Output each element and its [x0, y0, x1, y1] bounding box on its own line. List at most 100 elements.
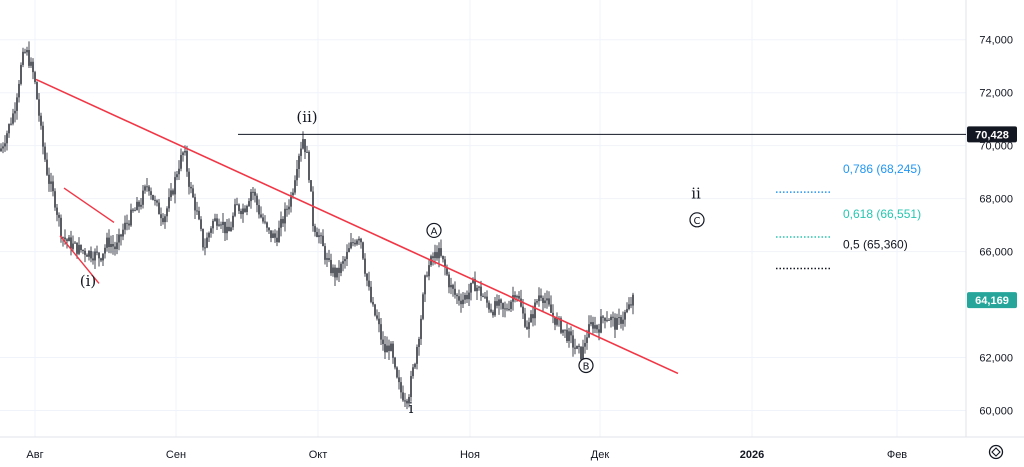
- candle-body: [130, 209, 132, 226]
- candle-body: [104, 247, 106, 254]
- candle-body: [272, 233, 274, 238]
- candle-body: [596, 325, 598, 330]
- descending-trendline[interactable]: [35, 78, 679, 375]
- candle-body: [586, 337, 588, 343]
- candle-body: [572, 335, 574, 348]
- candle-body: [420, 318, 422, 339]
- candle-body: [172, 190, 174, 195]
- candle-body: [452, 285, 454, 289]
- candle-body: [274, 233, 276, 238]
- candle-body: [262, 217, 264, 222]
- candle-body: [422, 294, 424, 319]
- candle-body: [424, 275, 426, 295]
- candle-body: [60, 217, 62, 238]
- candle-body: [184, 151, 186, 153]
- candle-body: [118, 234, 120, 243]
- candle-body: [226, 226, 228, 234]
- candle-body: [158, 202, 160, 215]
- candle-body: [76, 242, 78, 254]
- candle-body: [18, 83, 20, 98]
- time-axis[interactable]: Авг Сен Окт Ноя Дек 2026 Фев: [26, 449, 907, 461]
- candle-body: [402, 392, 404, 401]
- wave-label: (ii): [296, 108, 317, 126]
- candle-body: [308, 151, 310, 181]
- candle-body: [32, 61, 34, 73]
- candle-body: [520, 298, 522, 307]
- candle-body: [194, 197, 196, 211]
- candle-body: [6, 133, 8, 144]
- candle-body: [142, 190, 144, 205]
- candle-body: [466, 295, 468, 300]
- channel-line-lower[interactable]: [59, 235, 100, 284]
- candle-body: [34, 72, 36, 83]
- candle-body: [574, 347, 576, 349]
- candle-body: [490, 309, 492, 312]
- candle-body: [612, 316, 614, 318]
- candle-body: [2, 146, 4, 149]
- candle-body: [52, 181, 54, 192]
- candle-body: [294, 180, 296, 193]
- candle-body: [236, 204, 238, 206]
- candle-body: [456, 294, 458, 297]
- candle-body: [10, 123, 12, 125]
- candle-body: [252, 191, 254, 193]
- candle-body: [360, 238, 362, 243]
- candle-body: [8, 124, 10, 134]
- candle-body: [36, 82, 38, 100]
- candle-body: [48, 174, 50, 184]
- candle-body: [62, 237, 64, 239]
- candle-body: [190, 186, 192, 189]
- candle-body: [86, 254, 88, 257]
- candle-body: [412, 367, 414, 377]
- candle-body: [134, 210, 136, 212]
- candle-body: [258, 205, 260, 215]
- candle-body: [608, 319, 610, 321]
- candle-body: [148, 186, 150, 192]
- candle-body: [556, 318, 558, 325]
- candle-body: [506, 308, 508, 310]
- candle-body: [354, 242, 356, 245]
- x-tick-label: Авг: [26, 449, 43, 461]
- candle-body: [568, 331, 570, 342]
- candle-body: [500, 299, 502, 304]
- candle-body: [90, 250, 92, 259]
- candle-body: [0, 148, 2, 151]
- candle-body: [606, 319, 608, 321]
- circled-wave-label: B: [583, 361, 590, 372]
- candle-body: [270, 230, 272, 238]
- candle-body: [138, 201, 140, 207]
- clock-settings-icon[interactable]: [988, 444, 1004, 460]
- candle-body: [434, 252, 436, 259]
- candle-body: [188, 171, 190, 187]
- price-axis[interactable]: 74,000 72,000 70,000 68,000 66,000 62,000 60,0…: [979, 35, 1013, 418]
- candle-body: [310, 180, 312, 192]
- candle-body: [180, 155, 182, 169]
- candle-body: [162, 218, 164, 223]
- channel-line-upper[interactable]: [63, 187, 115, 224]
- candle-body: [38, 99, 40, 116]
- candle-body: [528, 322, 530, 329]
- candle-body: [496, 301, 498, 306]
- overlays: 70,428 64,169 0,786 (68,245) 0,618 (66,551)…: [35, 78, 1017, 417]
- candle-body: [504, 308, 506, 310]
- candle-body: [362, 242, 364, 259]
- candle-body: [602, 316, 604, 318]
- candle-body: [122, 229, 124, 237]
- candle-body: [16, 97, 18, 111]
- candle-body: [286, 208, 288, 210]
- candle-body: [378, 318, 380, 325]
- x-tick-label: 2026: [740, 449, 764, 461]
- candle-body: [526, 326, 528, 329]
- candle-body: [470, 282, 472, 293]
- candle-body: [54, 191, 56, 208]
- candle-body: [478, 286, 480, 288]
- candle-body: [56, 207, 58, 215]
- grid: [0, 0, 966, 437]
- candle-body: [96, 251, 98, 253]
- candle-body: [472, 278, 474, 283]
- candle-body: [40, 115, 42, 126]
- x-tick-label: Фев: [887, 449, 907, 461]
- candle-body: [254, 191, 256, 196]
- candle-body: [84, 250, 86, 255]
